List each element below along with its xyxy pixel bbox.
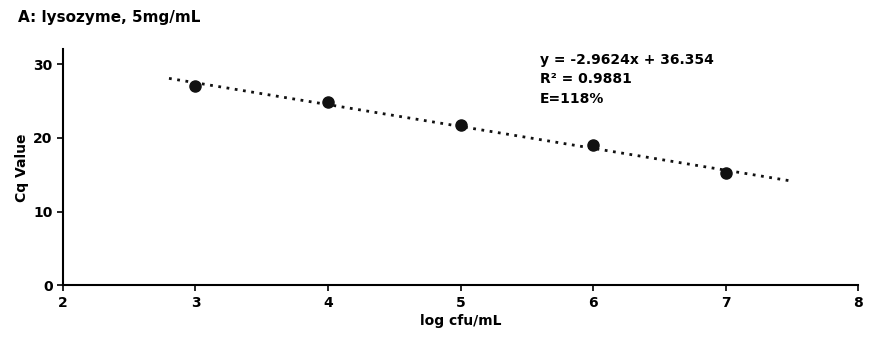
Text: A: lysozyme, 5mg/mL: A: lysozyme, 5mg/mL xyxy=(18,10,200,25)
Text: y = -2.9624x + 36.354
R² = 0.9881
E=118%: y = -2.9624x + 36.354 R² = 0.9881 E=118% xyxy=(539,53,713,106)
X-axis label: log cfu/mL: log cfu/mL xyxy=(419,314,501,328)
Y-axis label: Cq Value: Cq Value xyxy=(15,133,29,202)
